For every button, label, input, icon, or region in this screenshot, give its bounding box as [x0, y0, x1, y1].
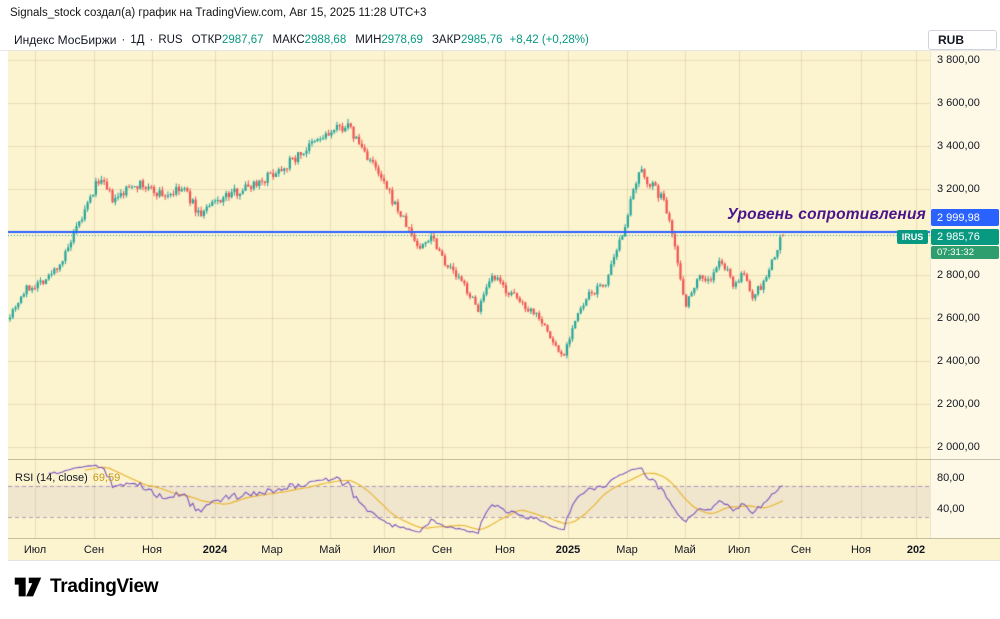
resistance-price-badge: 2 999,98: [931, 209, 999, 226]
rsi-title: RSI (14, close): [15, 472, 88, 484]
time-axis-label: 2024: [202, 544, 228, 556]
tradingview-footer-link[interactable]: TradingView: [14, 574, 159, 600]
time-axis-label: Мар: [261, 544, 283, 556]
rsi-value: 69,59: [92, 472, 121, 484]
ohlc-low: МИН2978,69: [355, 34, 423, 46]
time-axis-label: Ноя: [494, 544, 516, 556]
ohlc-close: ЗАКР2985,76: [432, 34, 503, 46]
price-axis[interactable]: 3 800,00 3 600,00 3 400,00 3 200,00 2 800,00…: [930, 51, 1000, 538]
change-value: +8,42 (+0,28%): [509, 34, 589, 46]
price-axis-label: 3 400,00: [937, 140, 980, 152]
time-axis-label: Май: [674, 544, 696, 556]
price-axis-label: 2 600,00: [937, 311, 980, 324]
price-axis-label: 2 000,00: [937, 440, 980, 453]
low-label: МИН: [355, 34, 382, 46]
chart-area: 3 800,00 3 600,00 3 400,00 3 200,00 2 800,00…: [0, 50, 1000, 561]
rsi-axis-label: 40,00: [937, 502, 965, 515]
rsi-legend[interactable]: RSI (14, close) 69,59: [15, 472, 120, 484]
resistance-annotation-text[interactable]: Уровень сопротивления: [727, 206, 926, 223]
time-axis-label: Июл: [23, 544, 47, 556]
attribution-text: Signals_stock создал(а) график на Tradin…: [10, 7, 427, 19]
symbol-title[interactable]: Индекс МосБиржи: [14, 33, 117, 47]
time-axis-label: 2025: [555, 544, 581, 556]
high-label: МАКС: [272, 34, 305, 46]
separator-dot: ·: [121, 34, 126, 46]
price-axis-label: 3 200,00: [937, 183, 980, 195]
time-axis[interactable]: Июл Сен Ноя 2024 Мар Май Июл Сен Ноя 2025 Мар Май Ию…: [8, 538, 1000, 561]
currency-toggle-button[interactable]: RUB: [928, 30, 997, 50]
price-axis-label: 2 800,00: [937, 268, 980, 281]
low-value: 2978,69: [381, 34, 423, 46]
symbol-tag-badge: IRUS: [897, 230, 928, 244]
tradingview-logo-icon: [14, 577, 42, 597]
time-axis-label: 202: [906, 544, 926, 556]
price-axis-label: 2 400,00: [937, 354, 980, 367]
interval-label[interactable]: 1Д: [130, 34, 145, 46]
time-axis-label: Мар: [616, 544, 638, 556]
rsi-axis-label: 80,00: [937, 471, 965, 484]
price-axis-label: 3 800,00: [937, 54, 980, 67]
time-axis-label: Июл: [727, 544, 751, 556]
price-chart-canvas[interactable]: [8, 51, 930, 459]
pane-separator-handle[interactable]: [8, 459, 1000, 460]
tradingview-wordmark: TradingView: [50, 576, 159, 597]
ohlc-open: ОТКР2987,67: [192, 34, 264, 46]
separator-dot: ·: [149, 34, 154, 46]
open-label: ОТКР: [191, 34, 222, 46]
time-axis-label: Сен: [83, 544, 105, 556]
price-axis-label: 2 200,00: [937, 397, 980, 410]
time-axis-label: Сен: [790, 544, 812, 556]
exchange-label: RUS: [158, 34, 183, 46]
attribution-bar: Signals_stock создал(а) график на Tradin…: [0, 0, 1000, 28]
bar-countdown-badge: 07:31:32: [931, 246, 999, 259]
time-axis-label: Июл: [372, 544, 396, 556]
high-value: 2988,68: [304, 34, 347, 46]
close-value: 2985,76: [460, 34, 503, 46]
time-axis-label: Май: [319, 544, 341, 556]
rsi-indicator-canvas[interactable]: [8, 460, 930, 538]
chart-legend: Индекс МосБиржи · 1Д · RUS ОТКР2987,67 М…: [14, 31, 589, 49]
time-axis-label: Ноя: [141, 544, 163, 556]
ohlc-high: МАКС2988,68: [273, 34, 347, 46]
time-axis-label: Ноя: [850, 544, 872, 556]
open-value: 2987,67: [221, 34, 264, 46]
price-axis-label: 3 600,00: [937, 97, 980, 110]
close-label: ЗАКР: [431, 34, 461, 46]
time-axis-label: Сен: [431, 544, 453, 556]
last-price-badge: 2 985,76: [931, 229, 999, 245]
